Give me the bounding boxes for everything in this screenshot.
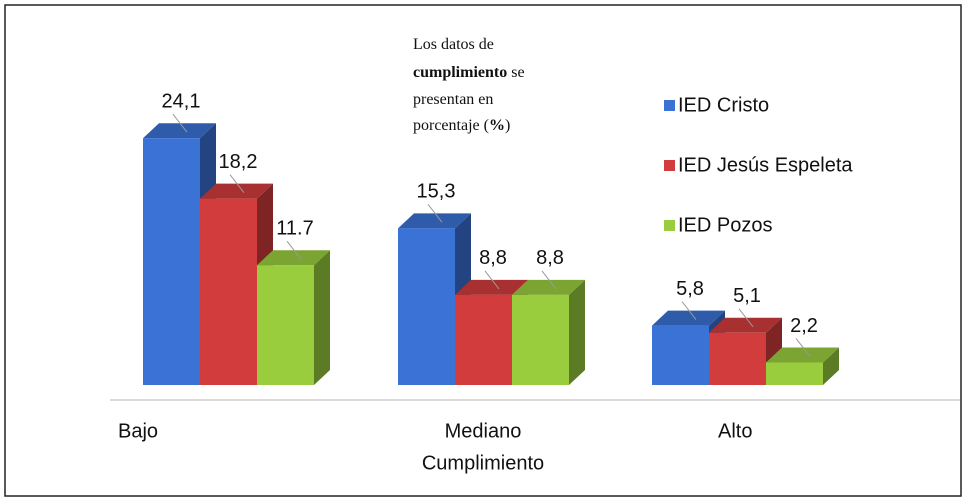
annotation-part: se xyxy=(507,64,524,81)
leader-line xyxy=(795,338,811,357)
leader-line xyxy=(172,113,188,133)
value-label: 5,1 xyxy=(733,285,761,307)
legend-label: IED Pozos xyxy=(678,214,772,236)
bar xyxy=(257,265,314,385)
annotation: cumplimiento se xyxy=(413,64,525,81)
bar xyxy=(766,362,823,385)
legend-swatch xyxy=(664,160,675,171)
bar-side xyxy=(569,279,585,385)
bar xyxy=(709,332,766,385)
bar-top xyxy=(512,279,585,295)
annotation: presentan en xyxy=(413,91,493,108)
bar-top xyxy=(398,213,471,229)
leader-line xyxy=(427,204,443,223)
value-label: 18,2 xyxy=(219,151,258,173)
leader-line xyxy=(286,240,302,260)
bar-top xyxy=(455,279,528,295)
bar-top xyxy=(200,183,273,199)
annotation-part: presentan en xyxy=(413,91,493,108)
annotation-part: ) xyxy=(505,117,510,134)
value-label: 8,8 xyxy=(479,247,507,269)
value-label: 11.7 xyxy=(276,217,313,239)
legend-label: IED Cristo xyxy=(678,94,769,116)
leader-line xyxy=(738,308,754,328)
bar-top xyxy=(652,310,725,326)
legend-swatch xyxy=(664,220,675,231)
bar xyxy=(398,228,455,385)
annotation-part: cumplimiento xyxy=(413,64,507,81)
legend-swatch xyxy=(664,100,675,111)
annotation: Los datos de xyxy=(413,36,494,53)
annotation-part: porcentaje ( xyxy=(413,117,489,134)
value-label: 2,2 xyxy=(790,315,818,337)
value-label: 24,1 xyxy=(162,90,201,112)
category-label: Cumplimiento xyxy=(422,452,544,474)
leader-line xyxy=(541,270,557,290)
value-label: 8,8 xyxy=(536,247,564,269)
leader-line xyxy=(229,174,245,193)
leader-line xyxy=(484,270,500,290)
value-label: 15,3 xyxy=(417,181,456,203)
value-label: 5,8 xyxy=(676,278,704,300)
bar xyxy=(652,325,709,385)
bar-top xyxy=(709,317,782,333)
legend-label: IED Jesús Espeleta xyxy=(678,154,853,176)
category-label: Bajo xyxy=(118,420,158,442)
bar-top xyxy=(143,123,216,139)
bar-side xyxy=(823,347,839,385)
leader-line xyxy=(681,301,697,320)
bar-top xyxy=(257,250,330,266)
bar-side xyxy=(314,250,330,385)
bar xyxy=(512,294,569,385)
category-label: Alto xyxy=(718,420,752,442)
annotation: porcentaje (%) xyxy=(413,117,510,134)
annotation-part: Los datos de xyxy=(413,36,494,53)
bar xyxy=(455,294,512,385)
category-label: Mediano xyxy=(445,420,522,442)
annotation-part: % xyxy=(489,117,505,134)
bar xyxy=(143,138,200,385)
bar-top xyxy=(766,347,839,363)
bar xyxy=(200,198,257,385)
